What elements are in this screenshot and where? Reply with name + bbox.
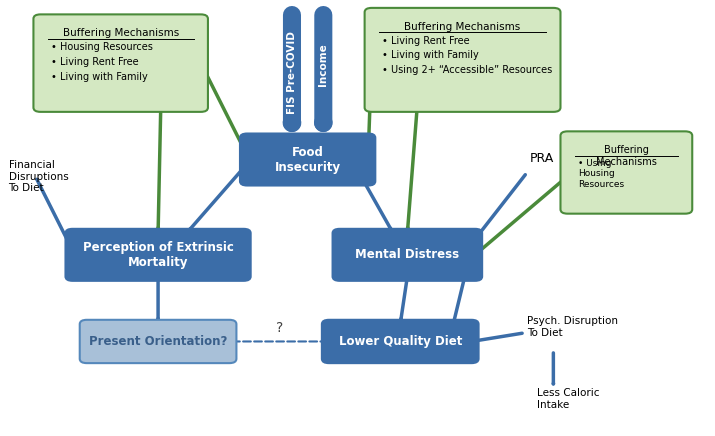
Text: Mental Distress: Mental Distress xyxy=(355,249,460,261)
Text: Buffering Mechanisms: Buffering Mechanisms xyxy=(405,22,521,32)
Text: Lower Quality Diet: Lower Quality Diet xyxy=(338,335,462,348)
FancyBboxPatch shape xyxy=(561,131,692,214)
Text: Psych. Disruption
To Diet: Psych. Disruption To Diet xyxy=(527,317,618,338)
FancyBboxPatch shape xyxy=(80,320,237,363)
Text: PRA: PRA xyxy=(530,152,554,165)
FancyBboxPatch shape xyxy=(332,229,482,281)
FancyBboxPatch shape xyxy=(365,8,561,112)
Text: Perception of Extrinsic
Mortality: Perception of Extrinsic Mortality xyxy=(83,241,234,269)
Text: Buffering Mechanisms: Buffering Mechanisms xyxy=(62,28,179,38)
FancyBboxPatch shape xyxy=(322,320,478,363)
FancyBboxPatch shape xyxy=(34,14,208,112)
Text: Income: Income xyxy=(318,43,328,85)
Text: Food
Insecurity: Food Insecurity xyxy=(275,146,341,174)
Text: • Using
Housing
Resources: • Using Housing Resources xyxy=(578,159,624,189)
Text: Financial
Disruptions
To Diet: Financial Disruptions To Diet xyxy=(9,160,68,194)
Text: • Living with Family: • Living with Family xyxy=(383,50,479,60)
Text: • Using 2+ “Accessible” Resources: • Using 2+ “Accessible” Resources xyxy=(383,65,553,75)
Text: • Housing Resources: • Housing Resources xyxy=(51,42,153,52)
FancyBboxPatch shape xyxy=(66,229,251,281)
Text: FIS Pre-COVID: FIS Pre-COVID xyxy=(287,31,297,114)
Text: Less Caloric
Intake: Less Caloric Intake xyxy=(537,388,599,410)
Text: ?: ? xyxy=(275,321,282,335)
Text: • Living with Family: • Living with Family xyxy=(51,72,148,82)
Text: Present Orientation?: Present Orientation? xyxy=(89,335,227,348)
Text: • Living Rent Free: • Living Rent Free xyxy=(383,36,470,46)
Text: Buffering
Mechanisms: Buffering Mechanisms xyxy=(596,145,657,167)
Text: • Living Rent Free: • Living Rent Free xyxy=(51,57,139,67)
FancyBboxPatch shape xyxy=(240,133,375,185)
